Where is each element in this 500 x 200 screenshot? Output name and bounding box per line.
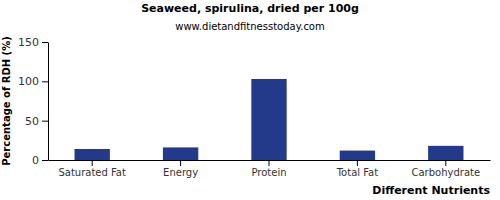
x-tick-label: Total Fat (336, 167, 378, 178)
x-tick-label: Carbohydrate (411, 167, 480, 178)
x-tick-mark (92, 160, 93, 166)
bar (75, 149, 110, 160)
bars (75, 79, 464, 160)
x-tick: Total Fat (336, 160, 378, 178)
subtitle: www.dietandfitnesstoday.com (175, 21, 324, 32)
x-tick: Saturated Fat (58, 160, 126, 178)
x-tick-label: Energy (163, 167, 198, 178)
bar (428, 146, 463, 160)
y-tick-mark (42, 121, 48, 122)
y-axis: 0 50 100 150 (18, 36, 49, 167)
y-tick-label: 150 (18, 36, 39, 49)
x-tick-mark (269, 160, 270, 166)
y-tick: 100 (18, 75, 48, 88)
x-axis: Saturated Fat Energy Protein Total Fat Carbo… (49, 160, 491, 178)
y-tick-mark (42, 42, 48, 43)
plot: 0 50 100 150 Saturated Fat Energy Protein Total… (18, 36, 491, 178)
x-tick: Energy (163, 160, 198, 178)
x-tick-mark (357, 160, 358, 166)
y-tick: 150 (18, 36, 48, 49)
y-tick-mark (42, 160, 48, 161)
title: Seaweed, spirulina, dried per 100g (141, 2, 359, 15)
x-tick-label: Protein (251, 167, 286, 178)
y-tick: 0 (32, 154, 48, 167)
x-tick-mark (445, 160, 446, 166)
x-tick-label: Saturated Fat (58, 167, 126, 178)
bar (340, 151, 375, 160)
bar (163, 147, 198, 160)
x-tick: Carbohydrate (411, 160, 480, 178)
bar (251, 79, 286, 160)
chart: Seaweed, spirulina, dried per 100g www.di… (0, 0, 500, 200)
y-axis-line (48, 43, 49, 161)
x-tick: Protein (251, 160, 286, 178)
y-tick-label: 100 (18, 75, 39, 88)
x-tick-mark (180, 160, 181, 166)
x-axis-title: Different Nutrients (372, 184, 490, 197)
y-tick: 50 (25, 115, 48, 128)
y-tick-mark (42, 81, 48, 82)
y-tick-label: 0 (32, 154, 39, 167)
y-tick-label: 50 (25, 115, 39, 128)
y-axis-title: Percentage of RDH (%) (1, 36, 12, 166)
